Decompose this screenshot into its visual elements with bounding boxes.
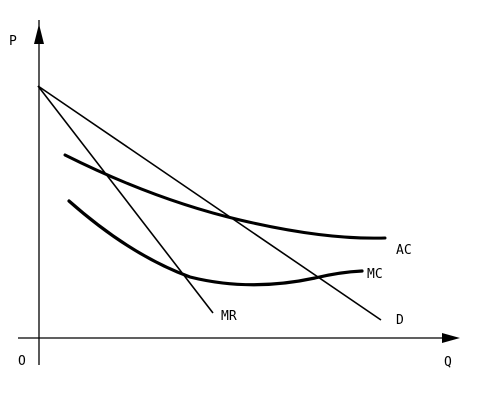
origin-label: O <box>18 354 26 369</box>
mr-label: MR <box>221 309 237 324</box>
average-cost-curve <box>63 153 387 240</box>
y-axis-arrow <box>34 24 44 44</box>
marginal-revenue-curve <box>37 85 214 314</box>
marginal-cost-curve <box>67 199 364 287</box>
x-axis-arrow <box>442 333 460 343</box>
d-label: D <box>396 313 404 328</box>
y-axis-label: P <box>9 34 17 49</box>
demand-curve <box>37 85 382 321</box>
mc-label: MC <box>367 267 383 282</box>
ac-label: AC <box>396 243 412 258</box>
x-axis-label: Q <box>444 355 452 370</box>
